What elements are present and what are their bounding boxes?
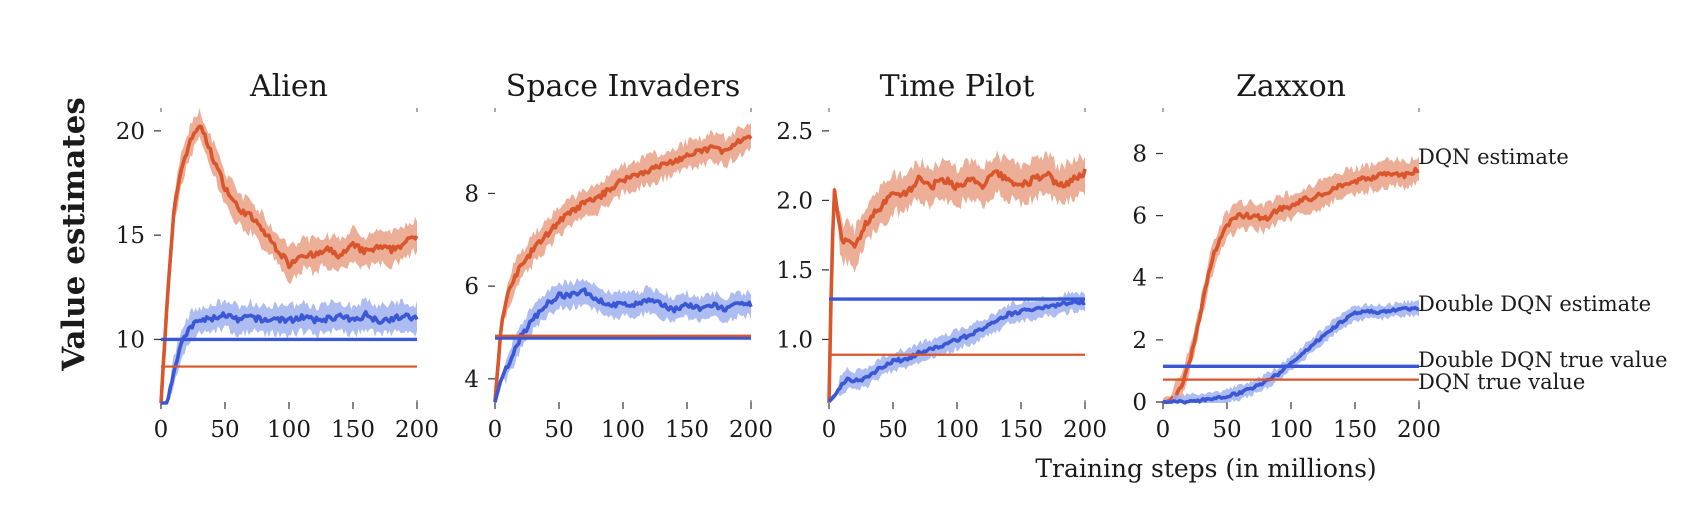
double-dqn-estimate-line: [493, 287, 753, 403]
x-tick-label: 200: [1063, 417, 1107, 443]
x-tick-label: 150: [1333, 417, 1377, 443]
double-dqn-estimate-band: [161, 296, 417, 403]
x-tick-label: 150: [665, 417, 709, 443]
y-tick-label: 0: [1132, 390, 1147, 416]
chart-panel-alien: Alien 0 50 100 150 200 10 15 20: [116, 69, 439, 443]
x-tick-label: 0: [488, 417, 503, 443]
y-tick-label: 2: [1132, 328, 1147, 354]
dqn-estimate-label: DQN estimate: [1418, 145, 1569, 169]
x-tick-label: 150: [999, 417, 1043, 443]
x-tick-label: 100: [1269, 417, 1313, 443]
y-tick-label: 15: [116, 223, 145, 249]
y-tick-label: 8: [464, 181, 479, 207]
y-tick-label: 8: [1132, 141, 1147, 167]
dqn-estimate-band: [1163, 155, 1419, 403]
y-tick-label: 4: [1132, 266, 1147, 292]
dqn-true-value-label: DQN true value: [1418, 370, 1585, 394]
dqn-estimate-line: [159, 124, 419, 404]
dqn-estimate-line: [1162, 166, 1420, 405]
x-tick-label: 50: [878, 417, 907, 443]
series-labels: DQN estimate Double DQN estimate Double …: [1418, 145, 1668, 394]
panel-title: Space Invaders: [506, 69, 740, 104]
x-tick-label: 150: [331, 417, 375, 443]
chart-panel-zaxxon: Zaxxon 0 50 100 150 200 0 2 4 6 8: [1132, 69, 1441, 443]
dqn-estimate-band: [161, 108, 417, 403]
double-dqn-true-value-label: Double DQN true value: [1418, 348, 1668, 372]
double-dqn-estimate-line: [161, 310, 419, 405]
dqn-estimate-line: [493, 134, 753, 402]
dqn-estimate-band: [829, 150, 1085, 403]
x-tick-label: 50: [210, 417, 239, 443]
x-tick-label: 50: [544, 417, 573, 443]
x-tick-label: 200: [729, 417, 773, 443]
x-tick-label: 200: [1397, 417, 1441, 443]
x-tick-label: 200: [395, 417, 439, 443]
panel-title: Time Pilot: [880, 69, 1035, 104]
double-dqn-estimate-line: [827, 298, 1086, 403]
dqn-estimate-band: [495, 122, 751, 404]
y-tick-label: 4: [464, 367, 479, 393]
x-tick-label: 50: [1212, 417, 1241, 443]
y-tick-label: 10: [116, 327, 145, 353]
x-axis-label: Training steps (in millions): [1035, 454, 1376, 483]
double-dqn-estimate-band: [495, 277, 751, 403]
chart-panel-time-pilot: Time Pilot 0 50 100 150 200 1.0 1.5 2.0 2.5: [776, 69, 1107, 443]
x-tick-label: 100: [267, 417, 311, 443]
double-dqn-estimate-line: [1162, 305, 1420, 405]
y-axis-label: Value estimates: [56, 97, 92, 372]
y-tick-label: 2.5: [776, 119, 813, 145]
y-tick-label: 1.5: [776, 258, 813, 284]
x-tick-label: 0: [822, 417, 837, 443]
y-tick-label: 1.0: [776, 327, 813, 353]
y-tick-label: 6: [1132, 204, 1147, 230]
x-tick-label: 0: [1156, 417, 1171, 443]
double-dqn-estimate-label: Double DQN estimate: [1418, 292, 1651, 316]
panel-title: Alien: [249, 69, 328, 104]
x-tick-label: 100: [601, 417, 645, 443]
y-tick-label: 6: [464, 274, 479, 300]
dqn-estimate-line: [827, 168, 1087, 403]
x-tick-label: 0: [154, 417, 169, 443]
y-tick-label: 20: [116, 119, 145, 145]
double-dqn-estimate-band: [829, 290, 1085, 403]
y-tick-label: 2.0: [776, 188, 813, 214]
chart-panel-space-invaders: Space Invaders 0 50 100 150 200 4 6 8: [464, 69, 773, 443]
panel-title: Zaxxon: [1236, 69, 1346, 104]
x-tick-label: 100: [935, 417, 979, 443]
